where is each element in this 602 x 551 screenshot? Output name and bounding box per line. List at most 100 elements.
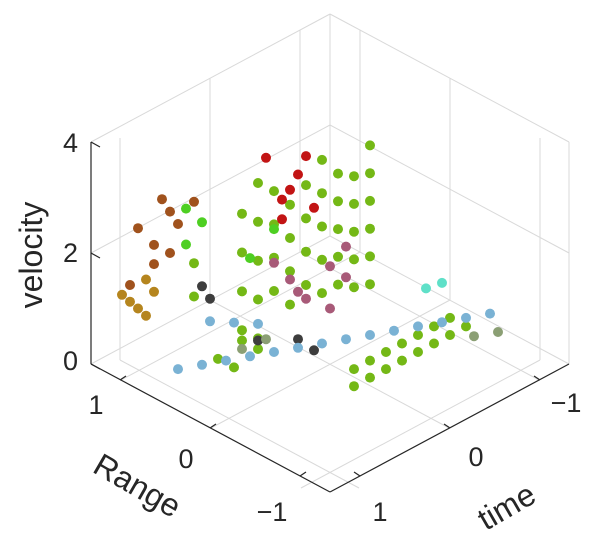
scatter-point bbox=[229, 317, 239, 328]
scatter-point bbox=[333, 279, 343, 290]
y-tick-1 bbox=[119, 375, 127, 381]
y-tick-label-1: 1 bbox=[88, 390, 103, 420]
scatter-point bbox=[285, 299, 295, 310]
scatter-point bbox=[365, 279, 375, 290]
axes bbox=[90, 141, 570, 493]
y-tick-label-minus1: −1 bbox=[257, 497, 288, 527]
scatter-point bbox=[157, 194, 167, 205]
scatter-point bbox=[365, 223, 375, 234]
scatter-point bbox=[253, 178, 263, 188]
scatter-point bbox=[461, 312, 471, 323]
scatter-point bbox=[413, 330, 423, 340]
scatter-point bbox=[149, 286, 159, 297]
scatter-point bbox=[309, 202, 319, 213]
scatter-point bbox=[237, 325, 247, 336]
scatter-point bbox=[317, 254, 327, 265]
scatter-point bbox=[437, 277, 447, 288]
scatter-point bbox=[429, 321, 439, 332]
x-tick-label-minus1: −1 bbox=[551, 388, 582, 418]
scatter-point bbox=[365, 330, 375, 340]
scatter-point bbox=[429, 338, 439, 349]
scatter-points bbox=[117, 140, 503, 392]
scatter-point bbox=[349, 254, 359, 265]
scatter-point bbox=[141, 310, 151, 321]
z-tick-2 bbox=[90, 252, 101, 259]
scatter-point bbox=[245, 253, 255, 264]
scatter-point bbox=[301, 180, 311, 191]
scatter-point bbox=[381, 347, 391, 357]
scatter-point bbox=[285, 184, 295, 195]
scatter-point bbox=[493, 327, 503, 337]
scatter-point bbox=[149, 239, 159, 250]
scatter-point bbox=[333, 224, 343, 235]
scatter-point bbox=[173, 219, 183, 229]
scatter-point bbox=[253, 344, 263, 354]
scatter-point bbox=[269, 286, 279, 296]
scatter-point bbox=[285, 233, 295, 243]
scatter-point bbox=[365, 195, 375, 206]
scatter-point bbox=[213, 353, 223, 364]
scatter-point bbox=[293, 342, 303, 353]
x-tick-label-1: 1 bbox=[372, 497, 387, 527]
scatter-point bbox=[397, 355, 407, 366]
scatter-point bbox=[341, 241, 351, 252]
scatter-point bbox=[365, 140, 375, 151]
scatter-point bbox=[125, 296, 135, 307]
floor-gridline-xminus1 bbox=[300, 359, 541, 489]
scatter-point bbox=[301, 213, 311, 224]
scatter-point bbox=[301, 293, 311, 304]
scatter-point bbox=[245, 351, 255, 362]
y-tick-minus1 bbox=[299, 471, 307, 477]
scatter-point bbox=[133, 303, 143, 314]
z-tick-4 bbox=[90, 141, 101, 148]
scatter-point bbox=[317, 338, 327, 349]
scatter-point bbox=[165, 206, 175, 217]
scatter-point bbox=[301, 280, 311, 290]
scatter-point bbox=[285, 266, 295, 277]
scatter-point bbox=[165, 248, 175, 258]
scatter-point bbox=[253, 294, 263, 305]
scatter-point bbox=[485, 308, 495, 319]
scatter-point bbox=[333, 168, 343, 179]
floor-gridline-x1 bbox=[120, 251, 361, 381]
scatter-point bbox=[237, 335, 247, 346]
scatter-point bbox=[117, 289, 127, 300]
scatter-point bbox=[173, 364, 183, 375]
scatter-point bbox=[365, 355, 375, 366]
scatter-point bbox=[229, 362, 239, 373]
scatter-point bbox=[237, 208, 247, 219]
scatter-point bbox=[277, 214, 287, 225]
scatter-point bbox=[269, 257, 279, 268]
scatter-point bbox=[269, 347, 279, 357]
scatter-point bbox=[317, 288, 327, 299]
grid bbox=[90, 13, 570, 489]
scatter-point bbox=[365, 372, 375, 383]
scatter-point bbox=[261, 152, 271, 163]
scatter-point bbox=[349, 171, 359, 182]
scatter-point bbox=[197, 359, 207, 370]
scatter-point bbox=[285, 199, 295, 210]
scatter-point bbox=[349, 198, 359, 209]
floor-gridline-y1 bbox=[119, 359, 360, 489]
scatter-point bbox=[269, 224, 279, 235]
scatter-point bbox=[293, 169, 303, 180]
scatter-point bbox=[325, 303, 335, 314]
scatter-point bbox=[349, 381, 359, 392]
scatter-point bbox=[205, 293, 215, 304]
scatter-point bbox=[421, 283, 431, 294]
scatter-point bbox=[149, 259, 159, 270]
scatter-point bbox=[237, 247, 247, 258]
floor-gridline-x0 bbox=[210, 299, 451, 429]
scatter-point bbox=[253, 216, 263, 227]
scatter-point bbox=[189, 196, 199, 207]
scatter-point bbox=[333, 196, 343, 207]
scatter-point bbox=[301, 246, 311, 257]
y-tick-label-0: 0 bbox=[178, 444, 193, 474]
scatter-point bbox=[413, 347, 423, 357]
scatter-point bbox=[189, 258, 199, 269]
x-tick-1 bbox=[353, 471, 361, 477]
scatter-point bbox=[237, 286, 247, 297]
scatter-point bbox=[141, 274, 151, 285]
scatter-point bbox=[349, 226, 359, 237]
